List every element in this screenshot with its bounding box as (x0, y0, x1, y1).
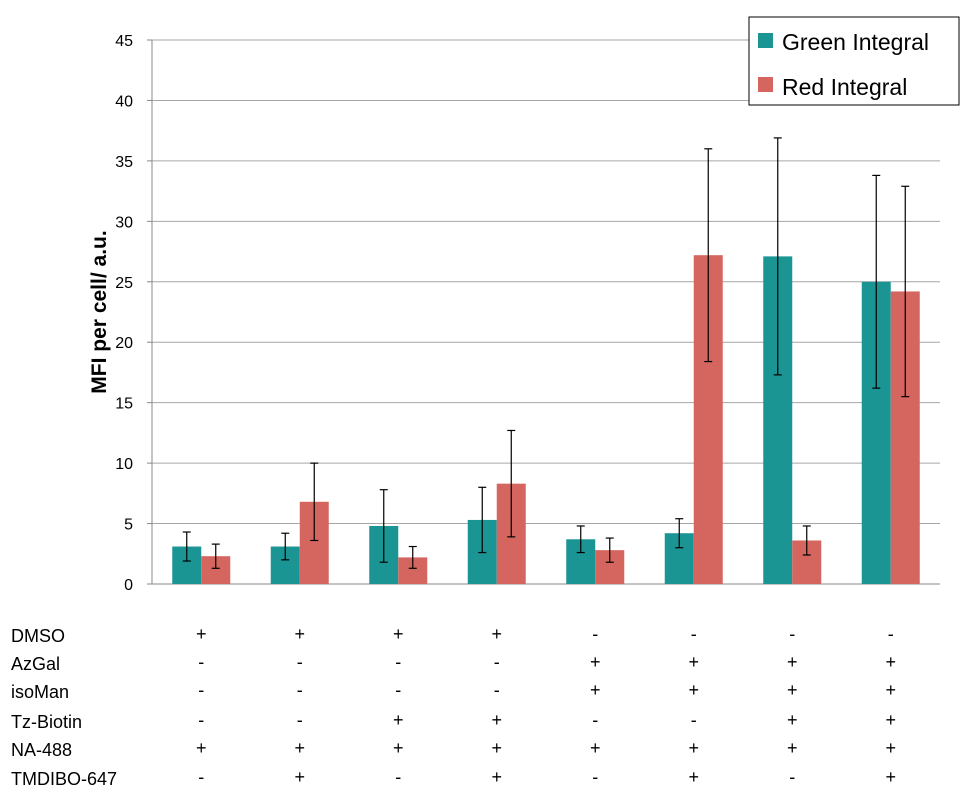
condition-sign: - (198, 652, 204, 672)
condition-sign: - (691, 710, 697, 730)
condition-sign: + (196, 624, 207, 644)
y-tick-label: 0 (124, 577, 133, 594)
condition-sign: - (789, 624, 795, 644)
condition-sign: - (297, 710, 303, 730)
condition-label: isoMan (11, 682, 69, 702)
condition-sign: - (395, 652, 401, 672)
condition-sign: + (885, 738, 896, 758)
condition-sign: - (198, 710, 204, 730)
condition-sign: + (590, 738, 601, 758)
condition-label: DMSO (11, 626, 65, 646)
condition-sign: + (491, 767, 502, 787)
condition-sign: - (592, 710, 598, 730)
y-tick-label: 5 (124, 517, 133, 534)
condition-sign: - (592, 624, 598, 644)
condition-sign: - (494, 652, 500, 672)
legend-label-red: Red Integral (782, 74, 907, 100)
condition-label: Tz-Biotin (11, 712, 82, 732)
y-tick-label: 20 (115, 335, 133, 352)
error-bars (182, 137, 910, 569)
condition-sign: + (688, 767, 699, 787)
condition-sign: + (590, 680, 601, 700)
condition-sign: + (491, 624, 502, 644)
condition-sign: + (885, 710, 896, 730)
y-tick-label: 10 (115, 456, 133, 473)
condition-sign: + (688, 738, 699, 758)
condition-sign: - (297, 652, 303, 672)
condition-sign: + (688, 652, 699, 672)
condition-sign: - (297, 680, 303, 700)
condition-sign: - (691, 624, 697, 644)
condition-sign: + (590, 652, 601, 672)
condition-sign: - (789, 767, 795, 787)
y-tick-label: 40 (115, 93, 133, 110)
bars (172, 255, 920, 584)
y-tick-label: 30 (115, 214, 133, 231)
gridlines (152, 39, 940, 585)
condition-label: TMDIBO-647 (11, 769, 117, 789)
y-tick-label: 15 (115, 396, 133, 413)
condition-table: DMSO + + + + - - - - AzGal - - - - + + + + isoMan - - - - + + + + T… (11, 624, 896, 789)
condition-sign: + (196, 738, 207, 758)
condition-sign: + (787, 710, 798, 730)
condition-sign: + (787, 652, 798, 672)
condition-sign: - (198, 680, 204, 700)
legend-box (748, 16, 960, 106)
condition-sign: + (294, 767, 305, 787)
y-tick-label: 35 (115, 154, 133, 171)
condition-sign: - (494, 680, 500, 700)
condition-sign: + (491, 738, 502, 758)
condition-sign: + (787, 680, 798, 700)
condition-sign: + (885, 652, 896, 672)
condition-label: AzGal (11, 654, 60, 674)
condition-sign: + (294, 738, 305, 758)
condition-sign: + (885, 767, 896, 787)
y-axis: 0 5 10 15 20 25 30 35 40 45 (115, 33, 153, 594)
condition-sign: + (393, 738, 404, 758)
condition-sign: + (294, 624, 305, 644)
condition-sign: + (491, 710, 502, 730)
condition-sign: - (395, 680, 401, 700)
y-tick-label: 25 (115, 275, 133, 292)
condition-sign: - (592, 767, 598, 787)
legend-swatch-red (758, 77, 773, 92)
y-axis-label: MFI per cell/ a.u. (88, 230, 111, 393)
legend: Green Integral Red Integral (748, 16, 960, 106)
condition-sign: - (395, 767, 401, 787)
condition-label: NA-488 (11, 740, 72, 760)
legend-label-green: Green Integral (782, 29, 929, 55)
condition-sign: + (885, 680, 896, 700)
condition-sign: + (688, 680, 699, 700)
condition-sign: + (393, 710, 404, 730)
legend-swatch-green (758, 33, 773, 48)
condition-sign: - (198, 767, 204, 787)
condition-sign: + (393, 624, 404, 644)
condition-sign: + (787, 738, 798, 758)
condition-sign: - (888, 624, 894, 644)
y-tick-label: 45 (115, 33, 133, 50)
